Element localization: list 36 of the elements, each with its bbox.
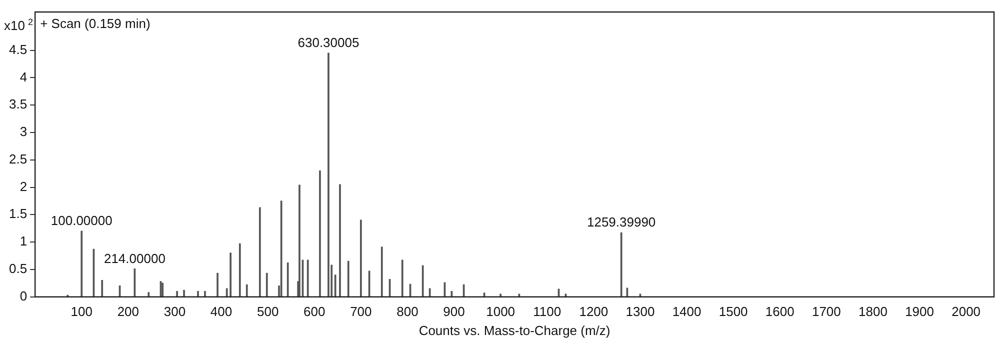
x-tick-label: 1800: [858, 304, 888, 320]
y-tick-label: 3.5: [8, 96, 28, 112]
x-tick-label: 700: [350, 304, 372, 320]
y-tick-label: 4: [20, 69, 28, 84]
x-tick-label: 2000: [952, 304, 981, 320]
chart-title: + Scan (0.159 min): [40, 16, 150, 31]
x-tick-label: 200: [117, 304, 140, 320]
x-tick-label: 1500: [718, 304, 748, 320]
y-tick-label: 1: [20, 234, 28, 249]
y-tick-label: 4.5: [8, 42, 28, 57]
x-tick-label: 500: [256, 304, 279, 320]
y-tick-label: 0: [20, 288, 28, 304]
y-tick-label: 3: [20, 124, 28, 140]
y-tick-label: 0.5: [8, 260, 28, 276]
annotation: 214.00000: [104, 250, 166, 266]
annotation: 1259.39990: [586, 214, 656, 230]
x-tick-label: 100: [70, 304, 92, 320]
x-tick-label: 1200: [579, 304, 608, 320]
x-tick-label: 1400: [672, 304, 702, 320]
x-tick-label: 300: [164, 304, 186, 320]
x-tick-label: 400: [210, 304, 232, 320]
x-tick-label: 1700: [812, 304, 841, 320]
y-tick-label: 2.5: [8, 151, 28, 166]
y-tick-label: 1.5: [8, 206, 28, 222]
x-axis-title: Counts vs. Mass-to-Charge (m/z): [418, 322, 610, 338]
x-tick-label: 800: [396, 304, 418, 320]
x-tick-label: 900: [443, 304, 465, 320]
x-tick-label: 1300: [626, 304, 655, 320]
annotation: 630.30005: [298, 35, 360, 50]
y-tick-label: 2: [20, 178, 28, 194]
x-tick-label: 1600: [765, 304, 794, 320]
x-tick-label: 600: [304, 304, 326, 320]
x-tick-label: 1100: [533, 304, 562, 320]
x-tick-label: 1900: [905, 304, 934, 320]
x-tick-label: 1000: [486, 304, 516, 320]
annotation: 100.00000: [50, 213, 112, 228]
